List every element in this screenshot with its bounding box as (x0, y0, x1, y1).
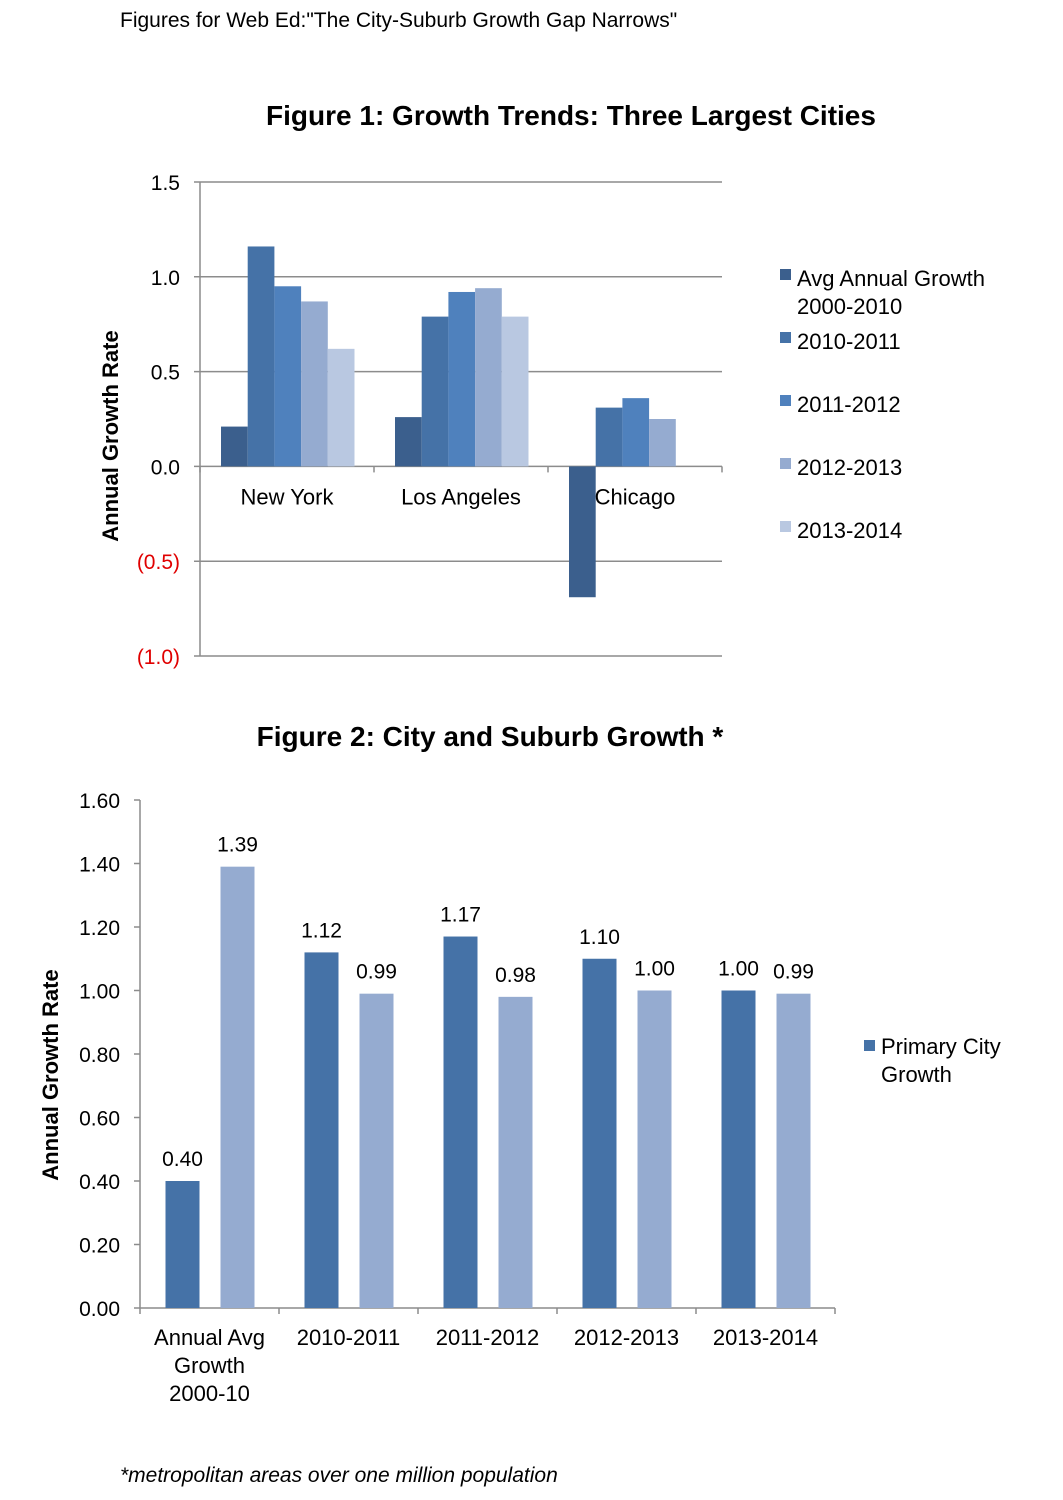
y-tick-label: 0.80 (79, 1044, 120, 1067)
data-label: 1.00 (634, 958, 675, 981)
legend-swatch (780, 395, 791, 406)
data-label: 1.10 (579, 926, 620, 949)
bar-series-2 (637, 990, 672, 1308)
bar-avg-annual-growth-2000-2010 (395, 417, 422, 467)
y-tick-label: 1.60 (79, 790, 120, 813)
x-tick-label: Los Angeles (401, 484, 521, 509)
y-tick-label: 0.20 (79, 1235, 120, 1258)
y-tick-label: (0.5) (137, 551, 180, 574)
bar-2012-2013 (649, 419, 676, 467)
legend-label: 2013-2014 (797, 518, 902, 543)
data-label: 1.17 (440, 904, 481, 927)
legend-swatch (780, 521, 791, 532)
bar-series-2 (359, 993, 394, 1308)
legend-label: 2012-2013 (797, 455, 902, 480)
legend-label: Primary City (881, 1034, 1001, 1059)
data-label: 0.98 (495, 964, 536, 987)
legend-label: Avg Annual Growth (797, 266, 985, 291)
bar-primary-city (165, 1181, 200, 1308)
y-axis-label: Annual Growth Rate (98, 330, 123, 541)
y-axis-label: Annual Growth Rate (38, 969, 63, 1180)
bar-2013-2014 (501, 316, 529, 467)
x-tick-label: 2011-2012 (436, 1325, 540, 1350)
figure2-title: Figure 2: City and Suburb Growth * (257, 721, 724, 752)
data-label: 1.00 (718, 958, 759, 981)
y-tick-label: 0.40 (79, 1171, 120, 1194)
y-tick-label: 1.40 (79, 854, 120, 877)
data-label: 0.99 (773, 961, 814, 984)
bar-series-2 (498, 996, 533, 1308)
bar-2011-2012 (448, 291, 476, 467)
bar-2010-2011 (595, 407, 623, 467)
bar-2010-2011 (421, 316, 449, 467)
x-tick-label: Growth (174, 1353, 245, 1378)
x-tick-label: Chicago (595, 484, 676, 509)
legend-label: Growth (881, 1062, 952, 1087)
legend-swatch (780, 332, 791, 343)
y-tick-label: 0.00 (79, 1298, 120, 1321)
legend-swatch (864, 1040, 875, 1051)
legend-label: 2000-2010 (797, 294, 902, 319)
figure1-title: Figure 1: Growth Trends: Three Largest C… (266, 100, 876, 131)
bar-2011-2012 (622, 398, 650, 467)
bar-2011-2012 (274, 286, 302, 467)
data-label: 0.99 (356, 961, 397, 984)
x-tick-label: 2010-2011 (297, 1325, 401, 1350)
legend-swatch (780, 458, 791, 469)
y-tick-label: 1.0 (151, 267, 180, 290)
bar-series-2 (220, 866, 255, 1308)
y-tick-label: 1.5 (151, 172, 180, 195)
bar-2010-2011 (247, 246, 275, 467)
y-tick-label: (1.0) (137, 646, 180, 669)
legend-swatch (780, 269, 791, 280)
bar-series-2 (776, 993, 811, 1308)
y-tick-label: 0.60 (79, 1108, 120, 1131)
bar-primary-city (721, 990, 756, 1308)
x-tick-label: Annual Avg (154, 1325, 265, 1350)
page-header: Figures for Web Ed:"The City-Suburb Grow… (120, 9, 678, 32)
bar-2012-2013 (301, 301, 328, 467)
y-tick-label: 0.5 (151, 362, 180, 385)
bar-avg-annual-growth-2000-2010 (221, 426, 248, 467)
legend-label: 2010-2011 (797, 329, 901, 354)
bar-primary-city (443, 936, 478, 1308)
y-tick-label: 1.20 (79, 917, 120, 940)
data-label: 0.40 (162, 1148, 203, 1171)
bar-primary-city (304, 952, 339, 1308)
x-tick-label: 2000-10 (169, 1381, 250, 1406)
x-tick-label: 2013-2014 (713, 1325, 818, 1350)
bar-2012-2013 (475, 288, 502, 467)
footnote: *metropolitan areas over one million pop… (120, 1464, 558, 1487)
bar-avg-annual-growth-2000-2010 (569, 466, 596, 598)
data-label: 1.12 (301, 919, 342, 942)
x-tick-label: New York (241, 484, 335, 509)
data-label: 1.39 (217, 834, 258, 857)
legend-label: 2011-2012 (797, 392, 901, 417)
y-tick-label: 1.00 (79, 981, 120, 1004)
bar-primary-city (582, 958, 617, 1308)
bar-2013-2014 (327, 348, 355, 467)
y-tick-label: 0.0 (151, 456, 180, 479)
x-tick-label: 2012-2013 (574, 1325, 679, 1350)
